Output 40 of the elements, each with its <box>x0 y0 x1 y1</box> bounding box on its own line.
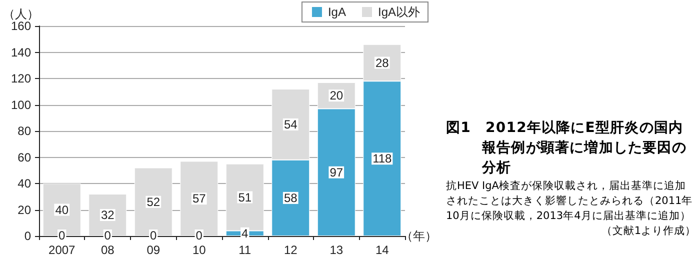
x-tick-label: 2007 <box>48 243 76 257</box>
data-label: 0 <box>104 228 112 242</box>
x-tick-label: 12 <box>284 243 298 257</box>
legend-label: IgA以外 <box>378 5 420 19</box>
x-axis-title: （年） <box>401 229 437 243</box>
data-label: 4 <box>242 226 249 240</box>
y-tick-label: 20 <box>18 202 32 217</box>
x-tick-label: 14 <box>375 243 390 257</box>
y-tick-label: 100 <box>10 98 32 112</box>
data-label: 52 <box>146 194 160 209</box>
y-tick-label: 60 <box>18 150 32 164</box>
data-label: 58 <box>284 190 298 205</box>
x-tick-label: 09 <box>146 243 160 257</box>
legend-label: IgA <box>328 5 346 19</box>
y-tick-label: 120 <box>10 72 32 86</box>
data-label: 0 <box>58 228 66 242</box>
data-label: 0 <box>196 228 203 242</box>
data-label: 20 <box>330 88 344 103</box>
text: 抗HEV IgA検査が保険収載され，届出基準に追加されたことは大きく影響したとみられる（2011年10月に保険収載，2013年4月に届出基準に追加） <box>446 179 694 224</box>
y-tick-label: 80 <box>18 124 32 138</box>
data-label: 32 <box>100 208 115 222</box>
x-tick-label: 10 <box>192 243 206 257</box>
data-label: 40 <box>55 202 69 217</box>
data-label: 0 <box>150 228 158 242</box>
text: （文献1より作成） <box>600 224 696 239</box>
y-tick-label: 160 <box>10 19 32 33</box>
x-tick-label: 08 <box>100 243 115 257</box>
data-label: 57 <box>192 192 206 206</box>
text: 図1 2012年以降にE型肝炎の国内報告例が顕著に増加した要因の分析 <box>446 119 688 178</box>
x-tick-label: 11 <box>238 243 252 257</box>
data-label: 54 <box>284 117 298 132</box>
y-tick-label: 40 <box>18 176 32 190</box>
y-tick-label: 0 <box>24 229 32 243</box>
data-label: 51 <box>238 190 252 204</box>
y-axis-title: （人） <box>3 7 39 22</box>
data-label: 97 <box>330 165 344 180</box>
x-tick-label: 13 <box>330 243 344 257</box>
y-tick-label: 140 <box>10 45 32 60</box>
data-label: 28 <box>375 56 390 70</box>
data-label: 118 <box>372 152 392 166</box>
